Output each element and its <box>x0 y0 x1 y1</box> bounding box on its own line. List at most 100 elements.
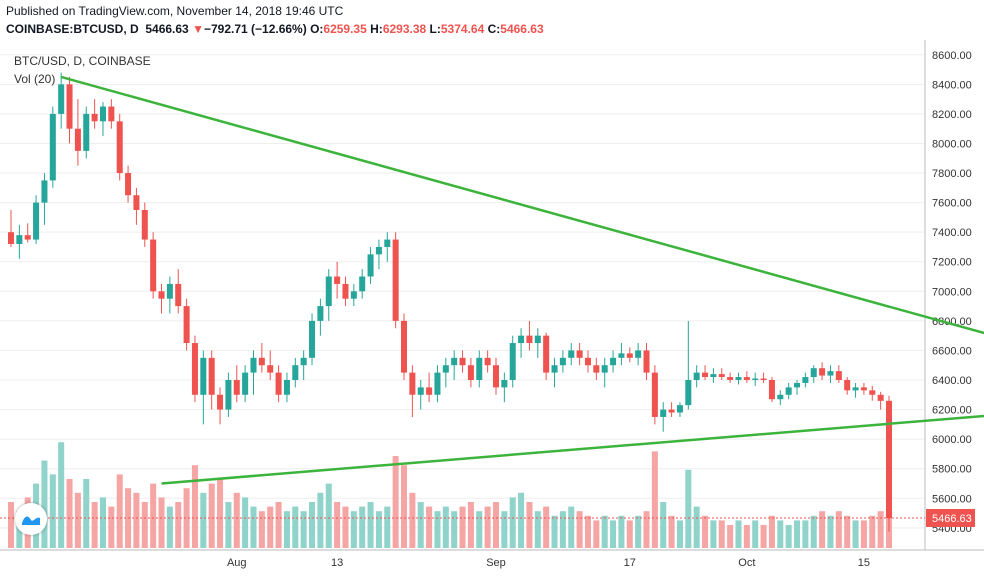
candle-body <box>125 173 132 196</box>
y-tick-label: 8400.00 <box>932 79 972 91</box>
x-tick-label: 15 <box>858 557 870 569</box>
volume-bar <box>509 497 516 548</box>
y-tick-label: 7000.00 <box>932 286 972 298</box>
candle-body <box>108 106 115 122</box>
candle-body <box>384 239 391 247</box>
volume-bar <box>41 460 48 548</box>
candle-body <box>233 380 240 395</box>
last-price-tag-label: 5466.63 <box>932 513 972 525</box>
candle-body <box>702 372 709 378</box>
volume-bar <box>309 502 316 548</box>
volume-bar <box>518 492 525 548</box>
candle-body <box>877 394 884 401</box>
volume-bar <box>676 520 683 548</box>
candle-body <box>568 350 575 358</box>
candle-body <box>635 350 642 358</box>
high-value: 6293.38 <box>382 22 427 36</box>
volume-bar <box>451 511 458 548</box>
candle-body <box>334 276 341 284</box>
volume-bar <box>325 483 332 548</box>
volume-bar <box>526 502 533 548</box>
volume-bar <box>367 502 374 548</box>
volume-bar <box>819 511 826 548</box>
candle-body <box>208 357 215 395</box>
down-arrow-icon: ▼ <box>192 22 204 36</box>
volume-bar <box>476 511 483 548</box>
candle-body <box>685 380 692 406</box>
candle-body <box>819 368 826 376</box>
low-value: 5374.64 <box>440 22 485 36</box>
volume-bar <box>66 479 73 548</box>
tradingview-logo-icon[interactable] <box>15 503 47 535</box>
candle-body <box>183 306 190 344</box>
upper-trendline <box>60 75 984 335</box>
volume-bar <box>359 506 366 548</box>
y-tick-label: 6800.00 <box>932 316 972 328</box>
candle-body <box>551 365 558 373</box>
candle-body <box>91 113 98 122</box>
volume-bar <box>685 469 692 548</box>
volume-bar <box>91 502 98 548</box>
candle-body <box>375 246 382 255</box>
candle-body <box>417 387 424 395</box>
volume-bar <box>810 515 817 548</box>
candle-body <box>559 357 566 366</box>
y-tick-label: 5600.00 <box>932 493 972 505</box>
volume-bar <box>317 492 324 548</box>
volume-bar <box>735 520 742 548</box>
candle-body <box>760 378 767 380</box>
volume-bar <box>727 525 734 548</box>
volume-bar <box>467 502 474 548</box>
candle-body <box>426 387 433 395</box>
candle-body <box>116 121 123 174</box>
candle-body <box>342 283 349 299</box>
y-tick-label: 7600.00 <box>932 198 972 210</box>
volume-bar <box>660 502 667 548</box>
candle-body <box>668 409 675 413</box>
volume-bar <box>300 511 307 548</box>
candle-body <box>484 357 491 366</box>
candle-body <box>442 365 449 373</box>
candle-body <box>785 387 792 395</box>
candle-body <box>359 276 366 292</box>
candle-body <box>777 394 784 400</box>
candle-body <box>584 357 591 366</box>
volume-bar <box>74 492 81 548</box>
candle-body <box>225 380 232 410</box>
volume-bar <box>626 520 633 548</box>
volume-bar <box>534 511 541 548</box>
candle-body <box>24 235 31 240</box>
volume-bar <box>543 506 550 548</box>
price-change: −792.71 (−12.66%) <box>203 22 307 36</box>
candle-body <box>885 400 893 518</box>
volume-bar <box>250 506 257 548</box>
volume-bar <box>158 497 165 548</box>
volume-bar <box>342 506 349 548</box>
volume-bar <box>852 520 859 548</box>
volume-bar <box>710 520 717 548</box>
series-legend: BTC/USD, D, COINBASE <box>14 54 151 68</box>
y-tick-label: 6200.00 <box>932 405 972 417</box>
volume-bar <box>768 515 775 548</box>
y-tick-label: 6600.00 <box>932 345 972 357</box>
volume-bar <box>217 479 224 548</box>
volume-bar <box>718 520 725 548</box>
candle-body <box>41 180 48 203</box>
candle-body <box>534 335 541 344</box>
candle-body <box>16 235 23 244</box>
candle-body <box>651 372 658 417</box>
volume-bar <box>434 511 441 548</box>
volume-bar <box>267 506 274 548</box>
x-tick-label: Oct <box>738 557 755 569</box>
y-tick-label: 7800.00 <box>932 168 972 180</box>
volume-bar <box>668 515 675 548</box>
candle-body <box>250 357 257 373</box>
volume-bar <box>835 511 842 548</box>
volume-bar <box>83 479 90 548</box>
volume-bar <box>183 488 190 548</box>
volume-bar <box>133 492 140 548</box>
candle-body <box>150 239 157 292</box>
volume-bar <box>794 520 801 548</box>
x-tick-label: 13 <box>331 557 343 569</box>
